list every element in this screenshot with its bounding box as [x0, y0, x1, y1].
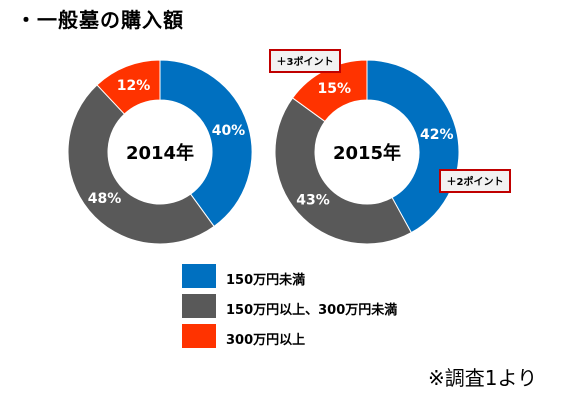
source-note: ※調査1より	[428, 366, 538, 390]
pie-slice	[96, 59, 161, 115]
callout-box	[269, 49, 341, 73]
slice-value-label: 40%	[212, 123, 246, 139]
donut-center-label: 2014年	[126, 142, 194, 164]
legend-label: 300万円以上	[226, 333, 306, 348]
slice-value-label: 48%	[88, 191, 122, 207]
callout-label: ＋3ポイント	[277, 55, 334, 68]
pie-slice	[274, 97, 413, 245]
page-title: ・一般墓の購入額	[16, 8, 184, 32]
pie-slice	[366, 59, 460, 234]
slice-value-label: 15%	[318, 81, 352, 97]
slice-value-label: 42%	[420, 127, 454, 143]
callout-label: ＋2ポイント	[447, 175, 504, 188]
callout-box	[439, 169, 511, 193]
pie-slice	[67, 84, 215, 245]
pie-slice	[159, 59, 253, 228]
pie-slice	[291, 59, 368, 123]
legend-swatch-red	[182, 324, 216, 348]
legend-label: 150万円未満	[226, 273, 306, 288]
legend-swatch-gray	[182, 294, 216, 318]
slice-value-label: 12%	[117, 78, 151, 94]
slice-value-label: 43%	[296, 193, 330, 209]
legend-label: 150万円以上、300万円未満	[226, 303, 398, 318]
donut-center-label: 2015年	[333, 142, 401, 164]
legend-swatch-blue	[182, 264, 216, 288]
